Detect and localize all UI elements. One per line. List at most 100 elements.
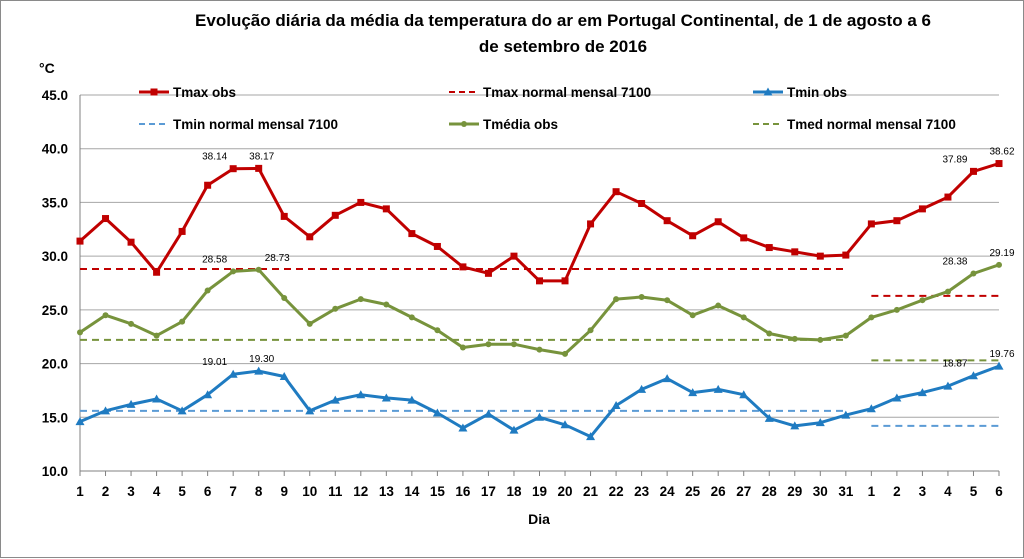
data-point-square: [587, 220, 595, 228]
data-point-triangle: [790, 421, 800, 430]
data-point-triangle: [509, 425, 519, 434]
data-point-triangle: [662, 374, 672, 383]
x-tick-label: 17: [481, 484, 496, 499]
data-point-square: [969, 167, 977, 175]
x-tick-label: 30: [813, 484, 828, 499]
data-point-square: [663, 217, 671, 225]
x-tick-label: 28: [762, 484, 778, 499]
data-point-triangle: [994, 361, 1004, 370]
x-tick-label: 2: [893, 484, 901, 499]
x-tick-label: 31: [838, 484, 854, 499]
data-point-square: [510, 252, 518, 260]
data-point-circle: [944, 288, 951, 295]
data-label: 28.38: [942, 257, 967, 268]
data-label: 19.76: [989, 349, 1014, 360]
data-point-triangle: [866, 404, 876, 413]
legend-label: Tmin normal mensal 7100: [173, 117, 338, 132]
data-point-square: [740, 234, 748, 242]
data-label: 19.01: [202, 357, 227, 368]
data-label: 28.58: [202, 254, 227, 265]
data-label: 28.73: [265, 253, 290, 264]
data-point-square: [816, 252, 824, 260]
data-point-square: [102, 215, 110, 223]
x-tick-label: 2: [102, 484, 110, 499]
data-point-square: [178, 227, 186, 235]
x-tick-label: 22: [609, 484, 624, 499]
x-tick-label: 3: [127, 484, 135, 499]
data-point-square: [76, 237, 84, 245]
y-tick-label: 45.0: [42, 88, 68, 103]
data-point-circle: [638, 293, 645, 300]
legend-label: Tmed normal mensal 7100: [787, 117, 956, 132]
data-point-triangle: [586, 432, 596, 441]
y-tick-label: 40.0: [42, 142, 68, 157]
legend: Tmax obs Tmax normal mensal 7100 Tmin obs T…: [139, 85, 956, 132]
x-tick-label: 14: [404, 484, 420, 499]
data-point-triangle: [75, 417, 85, 426]
data-point-square: [459, 263, 467, 271]
data-label: 19.30: [249, 354, 274, 365]
data-point-square: [408, 230, 416, 238]
y-tick-label: 15.0: [42, 410, 68, 425]
data-point-circle: [817, 336, 824, 343]
data-label: 37.89: [942, 154, 967, 165]
x-tick-label: 8: [255, 484, 263, 499]
data-point-square: [638, 200, 646, 208]
data-point-circle: [204, 287, 211, 294]
x-tick-label: 4: [153, 484, 161, 499]
y-tick-label: 10.0: [42, 464, 68, 479]
data-label: 38.17: [249, 151, 274, 162]
data-point-circle: [230, 268, 237, 275]
data-point-triangle: [254, 366, 264, 375]
data-point-square: [382, 205, 390, 213]
data-point-square: [204, 181, 212, 189]
data-point-circle: [996, 261, 1002, 268]
data-point-square: [331, 211, 339, 219]
data-point-triangle: [535, 412, 544, 421]
data-point-circle: [408, 314, 415, 321]
x-tick-label: 20: [558, 484, 573, 499]
data-point-circle: [791, 335, 798, 342]
data-point-triangle: [458, 423, 468, 432]
data-point-circle: [281, 295, 288, 302]
x-tick-label: 10: [302, 484, 317, 499]
data-point-circle: [383, 301, 390, 308]
x-tick-label: 19: [532, 484, 547, 499]
data-point-circle: [868, 314, 875, 321]
x-tick-label: 4: [944, 484, 952, 499]
data-point-circle: [740, 314, 747, 321]
data-point-square: [791, 248, 799, 256]
data-point-triangle: [917, 388, 927, 397]
data-point-triangle: [101, 406, 111, 415]
data-point-square: [357, 198, 365, 206]
data-label: 29.19: [989, 248, 1014, 259]
data-point-circle: [510, 341, 517, 348]
data-point-square: [612, 188, 620, 196]
data-point-triangle: [968, 371, 978, 380]
data-point-square: [280, 212, 288, 220]
data-point-circle: [562, 350, 569, 357]
data-point-square: [765, 244, 773, 252]
x-tick-label: 26: [711, 484, 727, 499]
data-point-circle: [434, 327, 441, 334]
data-point-circle: [587, 327, 594, 334]
data-point-triangle: [152, 394, 162, 403]
legend-label: Tmax obs: [173, 85, 236, 100]
x-tick-label: 27: [736, 484, 751, 499]
data-label: 38.14: [202, 152, 227, 163]
data-point-square: [229, 165, 237, 173]
data-point-triangle: [381, 393, 391, 402]
data-label: 18.87: [942, 359, 967, 370]
data-point-triangle: [764, 413, 774, 422]
x-tick-label: 5: [970, 484, 978, 499]
data-point-circle: [766, 330, 773, 337]
x-tick-label: 6: [995, 484, 1003, 499]
data-point-triangle: [432, 408, 442, 417]
data-point-circle: [664, 297, 671, 304]
data-point-triangle: [892, 393, 902, 402]
data-point-triangle: [330, 395, 340, 404]
x-tick-label: 18: [506, 484, 522, 499]
data-point-square: [127, 238, 135, 246]
data-point-square: [484, 269, 492, 277]
